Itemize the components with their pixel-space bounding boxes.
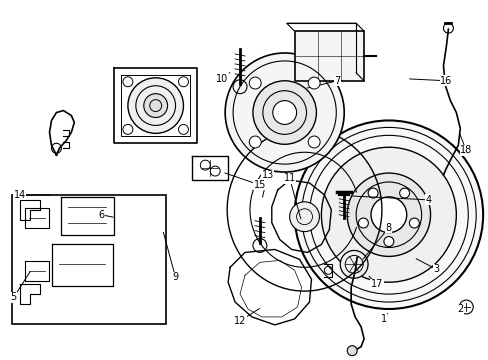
Circle shape — [224, 53, 344, 172]
Bar — [12, 195, 165, 324]
Text: 16: 16 — [439, 76, 451, 86]
Text: 18: 18 — [459, 145, 471, 155]
Text: 3: 3 — [432, 264, 439, 274]
Circle shape — [249, 77, 261, 89]
Circle shape — [294, 121, 482, 309]
Text: 11: 11 — [283, 173, 295, 183]
Text: 14: 14 — [14, 190, 26, 200]
Circle shape — [358, 218, 367, 228]
Circle shape — [321, 147, 455, 282]
Text: 4: 4 — [425, 195, 431, 205]
Circle shape — [383, 237, 393, 247]
Circle shape — [307, 136, 320, 148]
Text: 17: 17 — [370, 279, 383, 289]
Text: 13: 13 — [261, 170, 273, 180]
Circle shape — [252, 81, 316, 144]
Circle shape — [122, 77, 133, 87]
Circle shape — [249, 136, 261, 148]
Text: 2: 2 — [456, 304, 463, 314]
Text: 5: 5 — [11, 292, 17, 302]
Text: 6: 6 — [98, 210, 104, 220]
Text: 12: 12 — [233, 316, 246, 326]
Circle shape — [143, 94, 167, 117]
Circle shape — [340, 251, 367, 278]
Circle shape — [408, 218, 419, 228]
Text: 7: 7 — [333, 76, 340, 86]
Circle shape — [307, 77, 320, 89]
Text: 9: 9 — [172, 272, 178, 282]
Circle shape — [272, 100, 296, 125]
Circle shape — [178, 125, 188, 134]
Text: 15: 15 — [253, 180, 265, 190]
Circle shape — [370, 197, 406, 233]
Circle shape — [367, 188, 377, 198]
Circle shape — [178, 77, 188, 87]
Text: 10: 10 — [216, 74, 228, 84]
Circle shape — [128, 78, 183, 133]
Bar — [294, 31, 364, 81]
Circle shape — [346, 173, 429, 256]
Circle shape — [346, 346, 356, 356]
Circle shape — [289, 202, 319, 231]
Text: 8: 8 — [385, 222, 391, 233]
Circle shape — [122, 125, 133, 134]
Circle shape — [399, 188, 409, 198]
Text: 1: 1 — [380, 314, 386, 324]
